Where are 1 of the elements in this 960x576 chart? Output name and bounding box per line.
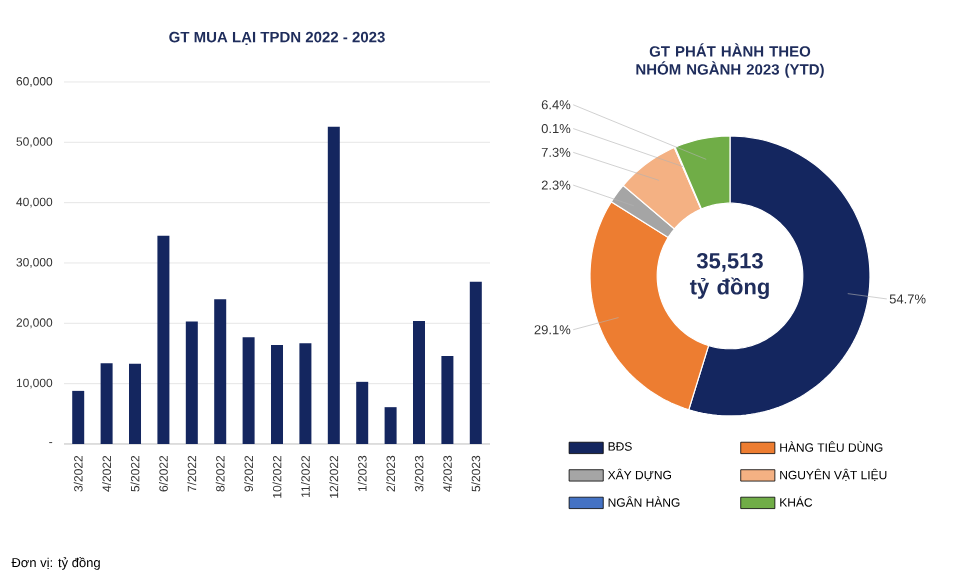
text: 35,513 tỷ đồng xyxy=(689,252,769,299)
